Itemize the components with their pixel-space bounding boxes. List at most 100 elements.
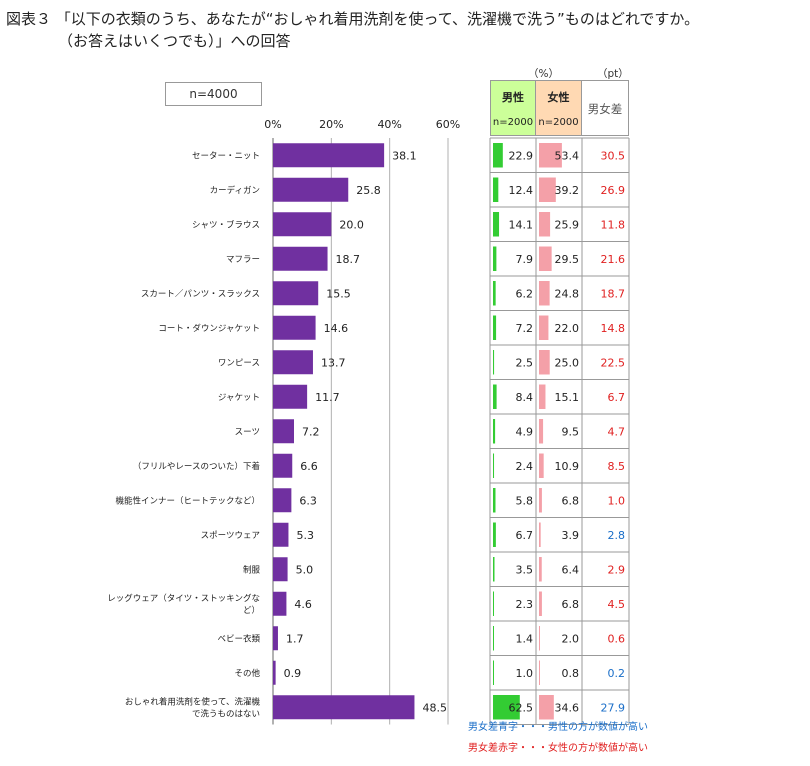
male-value-label: 7.2 — [516, 322, 534, 335]
bar-value-label: 20.0 — [339, 218, 364, 231]
category-label: ど） — [243, 605, 260, 616]
bar-value-label: 18.7 — [336, 253, 361, 266]
male-value-label: 12.4 — [509, 184, 534, 197]
category-label: マフラー — [226, 255, 260, 265]
female-value-label: 25.0 — [555, 356, 580, 369]
bar-value-label: 6.6 — [300, 460, 318, 473]
female-value-label: 2.0 — [562, 632, 580, 645]
female-value-label: 34.6 — [555, 701, 580, 714]
gender-diff-value: 1.0 — [608, 494, 626, 507]
male-value-label: 2.3 — [516, 598, 534, 611]
bar — [273, 143, 385, 168]
category-label: スーツ — [235, 427, 260, 437]
x-tick-label: 60% — [436, 118, 460, 131]
gender-diff-value: 27.9 — [601, 701, 626, 714]
gender-diff-value: 26.9 — [601, 184, 626, 197]
category-label: 機能性インナー（ヒートテックなど） — [115, 495, 260, 506]
category-label: スポーツウェア — [201, 531, 260, 541]
male-mini-bar — [493, 522, 496, 547]
category-label: シャツ・ブラウス — [192, 219, 260, 230]
bar — [273, 177, 349, 202]
bar-value-label: 5.3 — [296, 529, 314, 542]
unit-pt-label: （pt） — [597, 68, 629, 80]
category-label: カーディガン — [210, 185, 260, 196]
bar — [273, 419, 294, 444]
gender-diff-value: 0.6 — [608, 632, 626, 645]
gender-diff-value: 2.9 — [608, 563, 626, 576]
male-mini-bar — [493, 315, 497, 340]
gender-diff-value: 6.7 — [608, 391, 626, 404]
male-mini-bar — [493, 419, 496, 444]
female-value-label: 53.4 — [555, 149, 580, 162]
unit-percent-label: （%） — [528, 68, 559, 80]
male-value-label: 2.4 — [516, 460, 534, 473]
bar-value-label: 0.9 — [284, 667, 302, 680]
male-value-label: 7.9 — [516, 253, 534, 266]
bar-value-label: 48.5 — [422, 701, 447, 714]
male-mini-bar — [493, 557, 495, 582]
category-label: ベビー衣類 — [217, 633, 260, 644]
female-mini-bar — [539, 557, 542, 582]
female-mini-bar — [539, 212, 551, 237]
gender-diff-value: 21.6 — [601, 253, 626, 266]
gender-diff-column-header: 男女差 — [582, 80, 629, 136]
female-value-label: 6.4 — [562, 563, 580, 576]
category-label: ワンピース — [218, 358, 260, 368]
male-mini-bar — [493, 660, 494, 685]
female-mini-bar — [539, 626, 540, 651]
female-value-label: 6.8 — [562, 494, 580, 507]
bar — [273, 453, 293, 478]
male-value-label: 6.7 — [516, 529, 534, 542]
category-label: ジャケット — [218, 393, 260, 403]
male-mini-bar — [493, 591, 494, 616]
female-mini-bar — [539, 177, 556, 202]
female-mini-bar — [539, 315, 549, 340]
female-sample-label: n=2000 — [538, 117, 579, 128]
female-mini-bar — [539, 246, 552, 271]
male-value-label: 4.9 — [516, 425, 534, 438]
male-mini-bar — [493, 281, 496, 306]
bar-value-label: 6.3 — [299, 494, 317, 507]
bar-value-label: 5.0 — [296, 563, 314, 576]
male-value-label: 8.4 — [516, 391, 534, 404]
bar — [273, 660, 276, 685]
gender-diff-value: 18.7 — [601, 287, 626, 300]
male-value-label: 5.8 — [516, 494, 534, 507]
male-mini-bar — [493, 695, 520, 720]
male-mini-bar — [493, 626, 494, 651]
bar-value-label: 25.8 — [356, 184, 381, 197]
sample-size-box: n=4000 — [165, 82, 262, 106]
male-value-label: 2.5 — [516, 356, 534, 369]
note-red-meaning: 男女差赤字・・・女性の方が数値が高い — [468, 743, 648, 754]
gender-diff-value: 14.8 — [601, 322, 626, 335]
gender-diff-value: 4.7 — [608, 425, 626, 438]
male-mini-bar — [493, 488, 496, 513]
bar — [273, 695, 415, 720]
bar — [273, 557, 288, 582]
bar — [273, 488, 292, 513]
female-mini-bar — [539, 350, 550, 375]
female-mini-bar — [539, 695, 554, 720]
bar-value-label: 11.7 — [315, 391, 340, 404]
female-value-label: 25.9 — [555, 218, 580, 231]
chart-title-line2: （お答えはいくつでも）」への回答 — [58, 32, 291, 50]
chart-title-line1: 図表３ 「以下の衣類のうち、あなたが“おしゃれ着用洗剤を使って、洗濯機で洗う”も… — [6, 10, 700, 28]
category-label: スカート／パンツ・スラックス — [141, 289, 260, 299]
female-value-label: 3.9 — [562, 529, 580, 542]
category-label: セーター・ニット — [192, 151, 260, 161]
female-mini-bar — [539, 419, 544, 444]
x-tick-label: 0% — [264, 118, 281, 131]
bar — [273, 281, 319, 306]
female-value-label: 39.2 — [555, 184, 580, 197]
x-tick-label: 40% — [377, 118, 401, 131]
category-label: 制服 — [243, 564, 261, 575]
female-value-label: 0.8 — [562, 667, 580, 680]
gender-diff-value: 0.2 — [608, 667, 626, 680]
gender-diff-value: 22.5 — [601, 356, 626, 369]
category-label: コート・ダウンジャケット — [158, 323, 260, 334]
male-value-label: 3.5 — [516, 563, 534, 576]
bar-value-label: 1.7 — [286, 632, 304, 645]
male-mini-bar — [493, 246, 497, 271]
bar — [273, 350, 313, 375]
